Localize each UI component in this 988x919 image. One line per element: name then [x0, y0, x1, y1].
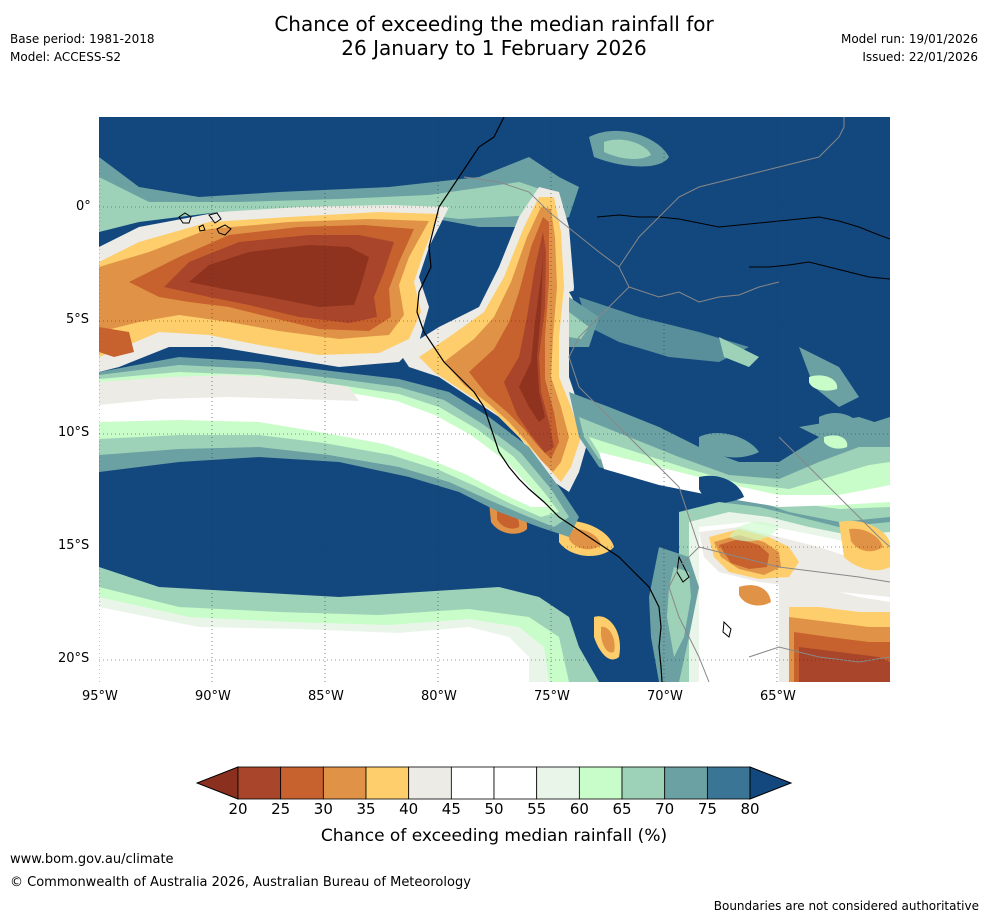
rainfall-map	[99, 117, 890, 682]
lon-label-65w: 65°W	[760, 689, 796, 704]
lon-label-70w: 70°W	[647, 689, 683, 704]
country-borders	[463, 117, 890, 682]
lat-label-10s: 10°S	[58, 425, 90, 440]
colorbar-tick-label: 70	[655, 800, 675, 818]
copyright: © Commonwealth of Australia 2026, Austra…	[10, 875, 471, 890]
central-andes-band	[649, 547, 699, 682]
lat-label-20s: 20°S	[58, 651, 90, 666]
colorbar	[196, 766, 793, 800]
lat-label-15s: 15°S	[58, 538, 90, 553]
model-run: Model run: 19/01/2026	[840, 32, 978, 46]
page-title: Chance of exceeding the median rainfall …	[0, 12, 988, 60]
colorbar-tick-label: 30	[313, 800, 333, 818]
colorbar-title: Chance of exceeding median rainfall (%)	[320, 826, 668, 846]
colorbar-tick-label: 50	[484, 800, 504, 818]
central-band	[99, 357, 579, 537]
colorbar-swatch	[280, 766, 324, 800]
title-line-1: Chance of exceeding the median rainfall …	[274, 12, 714, 36]
colorbar-swatch	[450, 766, 495, 800]
lon-label-80w: 80°W	[421, 689, 457, 704]
model-name: Model: ACCESS-S2	[10, 50, 122, 64]
colorbar-tick-label: 55	[527, 800, 547, 818]
colorbar-tick-label: 45	[441, 800, 461, 818]
colorbar-tick-label: 75	[697, 800, 717, 818]
lat-label-5s: 5°S	[66, 312, 90, 327]
colorbar-low-arrow	[196, 766, 239, 800]
issued-date: Issued: 22/01/2026	[862, 50, 978, 64]
title-line-2: 26 January to 1 February 2026	[341, 36, 647, 60]
north-fringe	[99, 130, 669, 232]
boundary-disclaimer: Boundaries are not considered authoritat…	[713, 899, 979, 913]
colorbar-tick-label: 65	[612, 800, 632, 818]
colorbar-swatch	[493, 766, 538, 800]
colorbar-tick-label: 40	[399, 800, 419, 818]
colorbar-swatch	[536, 766, 580, 800]
colorbar-swatch	[237, 766, 282, 800]
colorbar-swatch	[578, 766, 623, 800]
lon-label-90w: 90°W	[195, 689, 231, 704]
colorbar-swatch	[706, 766, 751, 800]
lon-label-85w: 85°W	[308, 689, 344, 704]
colorbar-swatch	[322, 766, 367, 800]
dry-region-east	[679, 502, 890, 682]
lon-label-95w: 95°W	[82, 689, 118, 704]
colorbar-tick-label: 35	[356, 800, 376, 818]
south-band	[99, 567, 599, 682]
colorbar-swatch	[365, 766, 410, 800]
colorbar-swatches	[237, 766, 751, 800]
lon-label-75w: 75°W	[534, 689, 570, 704]
colorbar-tick-label: 20	[228, 800, 248, 818]
colorbar-swatch	[408, 766, 452, 800]
dry-region-west	[99, 205, 449, 372]
colorbar-high-arrow	[749, 766, 793, 800]
colorbar-tick-label: 80	[740, 800, 760, 818]
colorbar-tick-label: 60	[569, 800, 589, 818]
dry-strip-coast	[399, 187, 589, 492]
lat-label-0: 0°	[76, 199, 91, 214]
website-link[interactable]: www.bom.gov.au/climate	[10, 852, 174, 867]
colorbar-swatch	[664, 766, 708, 800]
base-period: Base period: 1981-2018	[10, 32, 155, 46]
colorbar-tick-label: 25	[271, 800, 291, 818]
colorbar-swatch	[621, 766, 666, 800]
